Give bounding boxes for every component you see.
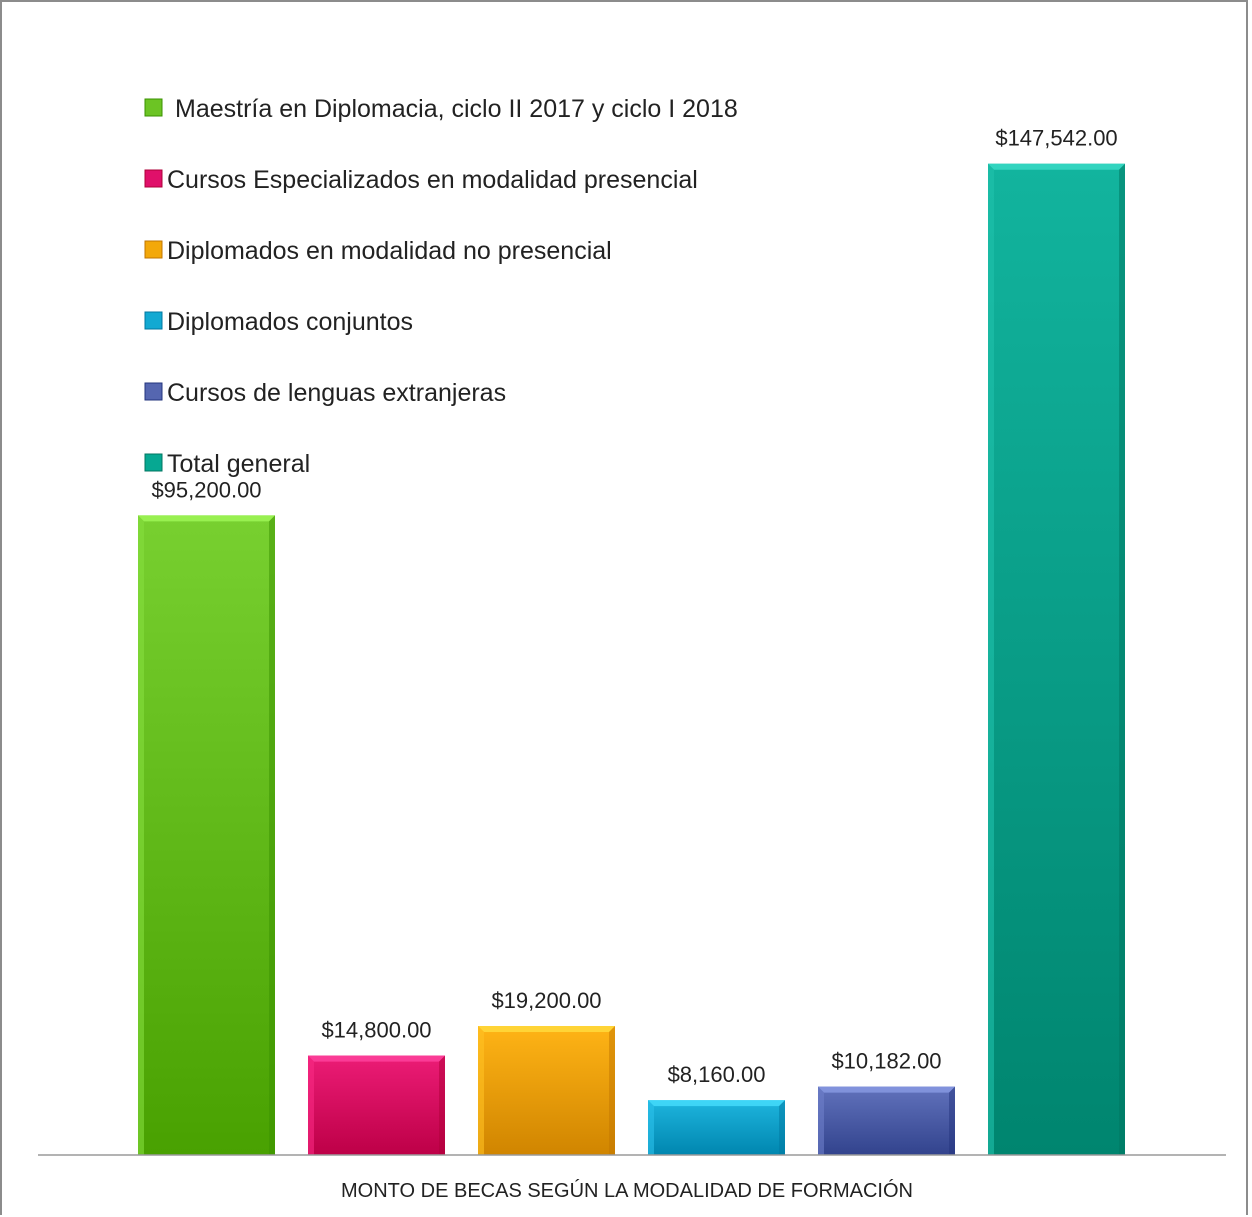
legend-label: Diplomados conjuntos: [167, 308, 413, 336]
bar: [138, 515, 275, 1155]
legend-item: Cursos de lenguas extranjeras: [144, 379, 506, 407]
bar-bevel-right: [269, 515, 275, 1155]
bar-group: $19,200.00: [478, 988, 615, 1155]
legend-label: Total general: [167, 450, 310, 478]
legend-item: Diplomados conjuntos: [144, 308, 413, 336]
legend: Maestría en Diplomacia, ciclo II 2017 y …: [144, 95, 738, 478]
legend-swatch: [144, 240, 163, 259]
bar-bevel-left: [478, 1026, 484, 1155]
bar-bevel-top: [818, 1086, 955, 1093]
bar-bevel-top: [648, 1100, 785, 1107]
legend-item: Cursos Especializados en modalidad prese…: [144, 166, 698, 194]
bar: [988, 163, 1125, 1155]
legend-swatch: [144, 311, 163, 330]
legend-item: Diplomados en modalidad no presencial: [144, 237, 612, 265]
data-label: $95,200.00: [151, 477, 261, 502]
bar-bevel-right: [609, 1026, 615, 1155]
legend-swatch: [144, 453, 163, 472]
data-label: $8,160.00: [668, 1062, 766, 1087]
x-axis-title: MONTO DE BECAS SEGÚN LA MODALIDAD DE FOR…: [341, 1179, 913, 1202]
legend-label: Cursos de lenguas extranjeras: [167, 379, 506, 407]
bars: $95,200.00 $14,800.00 $19,200.00 $8,160.00 $…: [138, 126, 1125, 1155]
bar-bevel-left: [988, 163, 994, 1155]
legend-label: Cursos Especializados en modalidad prese…: [167, 166, 698, 194]
legend-label: Diplomados en modalidad no presencial: [167, 237, 612, 265]
bar: [648, 1100, 785, 1155]
bar-bevel-top: [988, 163, 1125, 170]
bar-bevel-right: [779, 1100, 785, 1155]
bar-group: $95,200.00: [138, 477, 275, 1155]
bar-bevel-left: [818, 1086, 824, 1155]
data-label: $10,182.00: [831, 1049, 941, 1074]
legend-label: Maestría en Diplomacia, ciclo II 2017 y …: [175, 95, 738, 123]
bar: [478, 1026, 615, 1155]
data-label: $147,542.00: [995, 126, 1117, 151]
bar-bevel-right: [439, 1055, 445, 1155]
bar-bevel-left: [308, 1055, 314, 1155]
legend-swatch: [144, 382, 163, 401]
bar: [308, 1055, 445, 1155]
bar-group: $147,542.00: [988, 126, 1125, 1155]
bar: [818, 1086, 955, 1155]
bar-bevel-left: [138, 515, 144, 1155]
bar-group: $14,800.00: [308, 1018, 445, 1155]
bar-bevel-right: [949, 1086, 955, 1155]
bar-group: $8,160.00: [648, 1062, 785, 1155]
legend-item: Maestría en Diplomacia, ciclo II 2017 y …: [144, 95, 738, 123]
legend-item: Total general: [144, 450, 310, 478]
bar-bevel-top: [478, 1026, 615, 1032]
bar-bevel-left: [648, 1100, 654, 1155]
legend-swatch: [144, 98, 163, 117]
bar-bevel-right: [1119, 163, 1125, 1155]
legend-swatch: [144, 169, 163, 188]
data-label: $14,800.00: [321, 1018, 431, 1043]
bar-bevel-top: [138, 515, 275, 522]
bar-bevel-top: [308, 1055, 445, 1062]
bar-group: $10,182.00: [818, 1049, 955, 1155]
data-label: $19,200.00: [491, 988, 601, 1013]
